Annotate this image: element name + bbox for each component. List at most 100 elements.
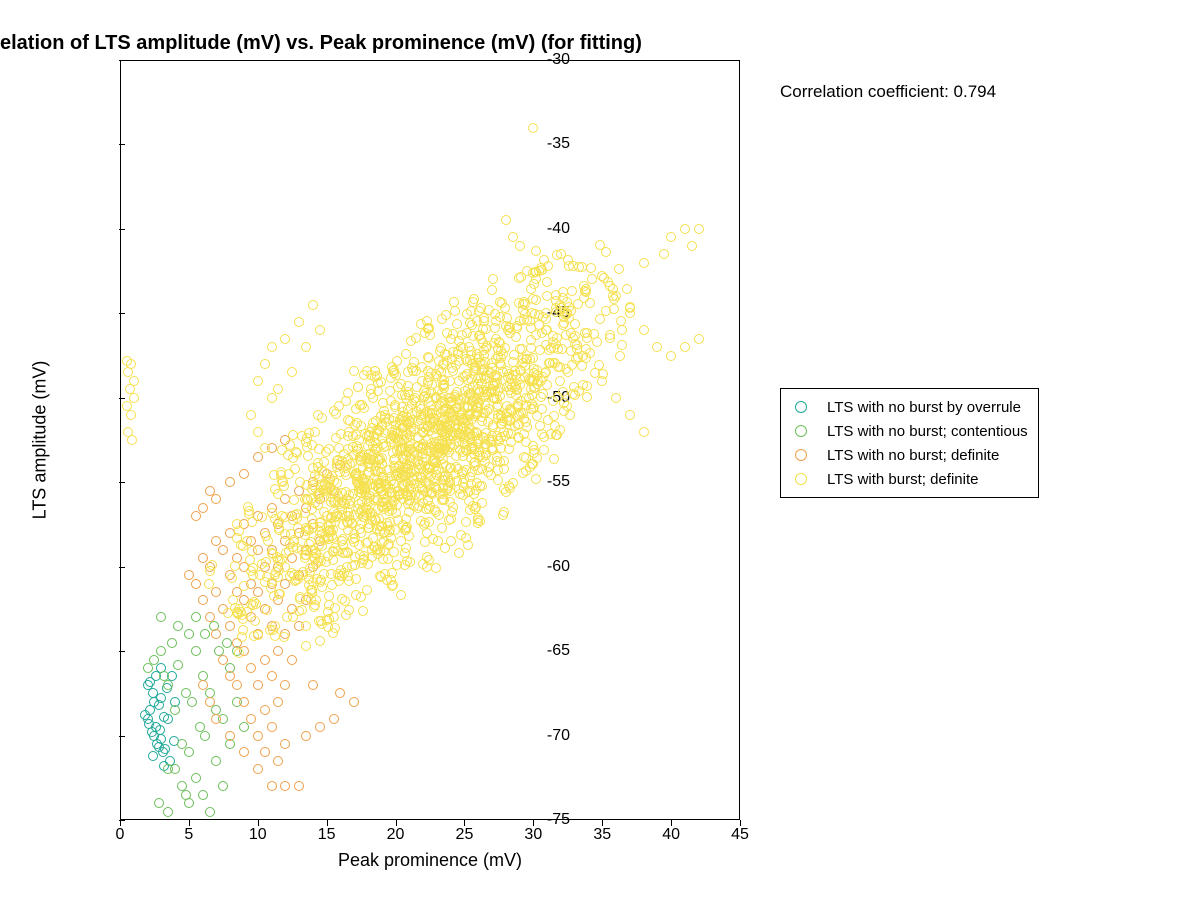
scatter-point-series-3 [398, 520, 408, 530]
scatter-point-series-3 [417, 484, 427, 494]
scatter-point-series-3 [253, 427, 263, 437]
scatter-point-series-3 [515, 316, 525, 326]
scatter-point-series-3 [309, 602, 319, 612]
scatter-point-series-2 [280, 680, 290, 690]
scatter-point-series-3 [204, 579, 214, 589]
scatter-point-series-3 [301, 621, 311, 631]
scatter-point-series-3 [301, 342, 311, 352]
x-tick-label: 25 [456, 826, 474, 844]
scatter-point-series-1 [205, 807, 215, 817]
scatter-point-series-3 [514, 433, 524, 443]
scatter-point-series-3 [298, 567, 308, 577]
scatter-point-series-2 [280, 739, 290, 749]
scatter-point-series-3 [317, 582, 327, 592]
scatter-point-series-3 [261, 557, 271, 567]
scatter-point-series-3 [659, 249, 669, 259]
y-tick [119, 144, 125, 145]
scatter-point-series-3 [452, 319, 462, 329]
legend-label: LTS with no burst by overrule [827, 399, 1021, 416]
scatter-point-series-3 [370, 366, 380, 376]
scatter-point-series-3 [528, 294, 538, 304]
scatter-point-series-3 [356, 451, 366, 461]
scatter-point-series-3 [479, 364, 489, 374]
scatter-point-series-2 [273, 697, 283, 707]
scatter-point-series-3 [478, 324, 488, 334]
scatter-point-series-3 [492, 394, 502, 404]
scatter-point-series-3 [289, 537, 299, 547]
scatter-point-series-2 [191, 511, 201, 521]
scatter-point-series-3 [284, 469, 294, 479]
scatter-point-series-3 [431, 563, 441, 573]
scatter-point-series-3 [247, 517, 257, 527]
scatter-point-series-3 [615, 351, 625, 361]
scatter-point-series-3 [391, 420, 401, 430]
scatter-point-series-3 [400, 548, 410, 558]
scatter-point-series-2 [349, 697, 359, 707]
scatter-point-series-3 [481, 428, 491, 438]
scatter-point-series-3 [538, 372, 548, 382]
scatter-point-series-3 [468, 501, 478, 511]
scatter-point-series-3 [542, 277, 552, 287]
scatter-point-series-1 [184, 629, 194, 639]
scatter-point-series-3 [455, 396, 465, 406]
scatter-point-series-3 [280, 334, 290, 344]
scatter-point-series-3 [452, 476, 462, 486]
legend-marker-icon [795, 473, 807, 485]
scatter-point-series-3 [246, 410, 256, 420]
scatter-point-series-3 [555, 376, 565, 386]
scatter-point-series-3 [465, 318, 475, 328]
scatter-point-series-3 [458, 451, 468, 461]
scatter-point-series-3 [396, 590, 406, 600]
scatter-point-series-2 [294, 781, 304, 791]
scatter-point-series-1 [200, 629, 210, 639]
scatter-point-series-3 [308, 480, 318, 490]
scatter-point-series-3 [313, 410, 323, 420]
legend-marker-icon [795, 401, 807, 413]
scatter-point-series-0 [148, 751, 158, 761]
scatter-point-series-3 [467, 438, 477, 448]
scatter-point-series-3 [331, 487, 341, 497]
scatter-point-series-3 [487, 285, 497, 295]
scatter-point-series-3 [502, 401, 512, 411]
scatter-point-series-3 [373, 478, 383, 488]
scatter-point-series-3 [250, 616, 260, 626]
scatter-point-series-3 [409, 465, 419, 475]
scatter-point-series-3 [448, 329, 458, 339]
scatter-point-series-3 [570, 331, 580, 341]
scatter-point-series-3 [422, 552, 432, 562]
scatter-point-series-3 [541, 308, 551, 318]
scatter-point-series-1 [173, 660, 183, 670]
scatter-point-series-3 [585, 298, 595, 308]
scatter-point-series-3 [605, 333, 615, 343]
scatter-point-series-3 [340, 467, 350, 477]
scatter-point-series-2 [267, 781, 277, 791]
scatter-point-series-3 [328, 546, 338, 556]
scatter-point-series-3 [349, 366, 359, 376]
scatter-point-series-3 [347, 561, 357, 571]
scatter-point-series-3 [288, 430, 298, 440]
scatter-point-series-2 [211, 494, 221, 504]
scatter-point-series-3 [335, 571, 345, 581]
scatter-point-series-3 [582, 328, 592, 338]
scatter-point-series-3 [416, 319, 426, 329]
y-tick [119, 398, 125, 399]
scatter-point-series-2 [253, 452, 263, 462]
scatter-point-series-3 [267, 393, 277, 403]
scatter-point-series-3 [322, 511, 332, 521]
scatter-point-series-3 [439, 414, 449, 424]
scatter-point-series-3 [385, 386, 395, 396]
scatter-point-series-3 [378, 490, 388, 500]
scatter-point-series-3 [534, 320, 544, 330]
scatter-point-series-3 [562, 297, 572, 307]
scatter-point-series-3 [126, 410, 136, 420]
scatter-point-series-2 [246, 714, 256, 724]
scatter-point-series-3 [127, 435, 137, 445]
scatter-point-series-3 [687, 241, 697, 251]
scatter-point-series-3 [434, 400, 444, 410]
y-tick-label: -30 [520, 51, 570, 69]
scatter-point-series-3 [530, 309, 540, 319]
scatter-point-series-2 [301, 731, 311, 741]
scatter-point-series-1 [211, 756, 221, 766]
scatter-point-series-1 [184, 747, 194, 757]
y-tick [119, 482, 125, 483]
